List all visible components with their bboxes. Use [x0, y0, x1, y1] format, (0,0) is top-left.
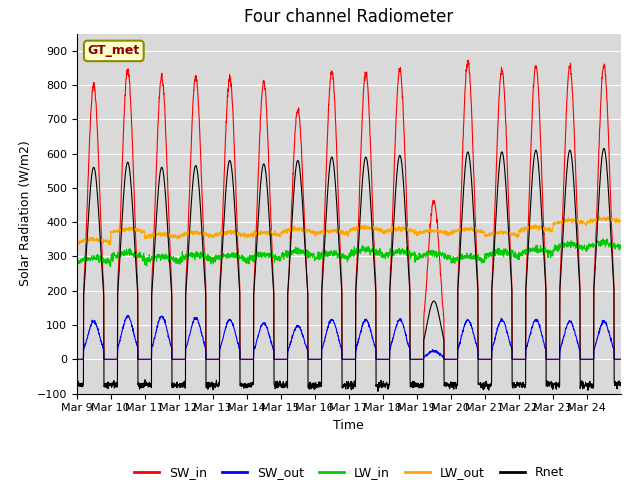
Y-axis label: Solar Radiation (W/m2): Solar Radiation (W/m2) — [18, 141, 31, 287]
X-axis label: Time: Time — [333, 419, 364, 432]
Legend: SW_in, SW_out, LW_in, LW_out, Rnet: SW_in, SW_out, LW_in, LW_out, Rnet — [129, 461, 569, 480]
Text: GT_met: GT_met — [88, 44, 140, 58]
Title: Four channel Radiometer: Four channel Radiometer — [244, 9, 453, 26]
